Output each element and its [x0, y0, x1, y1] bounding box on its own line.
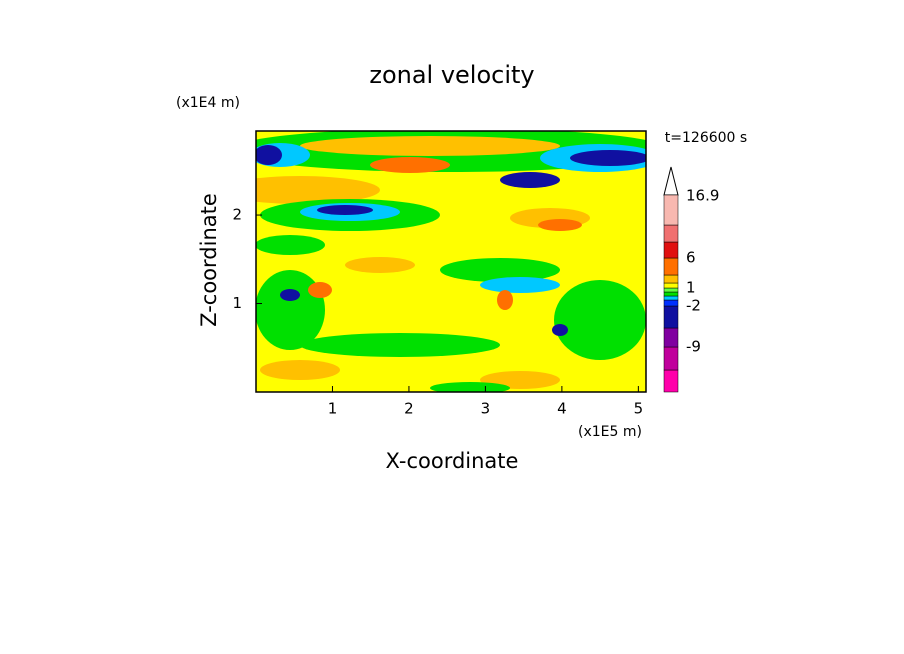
- contour-field: [256, 131, 646, 392]
- x-tick-label: 3: [481, 400, 491, 418]
- colorbar-label: -9: [686, 338, 701, 356]
- plot-frame: [255, 130, 647, 393]
- colorbar-segment: [663, 287, 679, 293]
- colorbar-label: 6: [686, 249, 696, 267]
- x-tick-label: 2: [404, 400, 414, 418]
- x-tick-label: 5: [634, 400, 644, 418]
- colorbar-segment: [663, 282, 679, 289]
- colorbar-label: -2: [686, 297, 701, 315]
- x-axis-title: X-coordinate: [386, 449, 519, 473]
- colorbar-segment: [663, 305, 679, 329]
- colorbar-segment: [663, 299, 679, 307]
- colorbar-segment: [663, 295, 679, 301]
- y-unit: (x1E4 m): [176, 95, 240, 111]
- colorbar-extend: [663, 166, 679, 196]
- colorbar-segment: [663, 369, 679, 393]
- x-tick-label: 1: [328, 400, 338, 418]
- y-tick-label: 1: [232, 294, 242, 312]
- colorbar-segment: [663, 194, 679, 226]
- time-label: t=126600 s: [665, 130, 747, 146]
- colorbar-label: 16.9: [686, 187, 719, 205]
- colorbar-segment: [663, 346, 679, 371]
- chart-title: zonal velocity: [369, 61, 534, 89]
- y-tick-label: 2: [232, 206, 242, 224]
- x-tick-label: 4: [557, 400, 567, 418]
- colorbar-segment: [663, 291, 679, 297]
- colorbar-segment: [663, 224, 679, 243]
- colorbar-segment: [663, 274, 679, 284]
- colorbar-segment: [663, 327, 679, 348]
- y-axis-title: Z-coordinate: [197, 193, 221, 327]
- colorbar-segment: [663, 257, 679, 276]
- x-unit: (x1E5 m): [578, 424, 642, 440]
- colorbar-label: 1: [686, 279, 696, 297]
- colorbar-segment: [663, 241, 679, 259]
